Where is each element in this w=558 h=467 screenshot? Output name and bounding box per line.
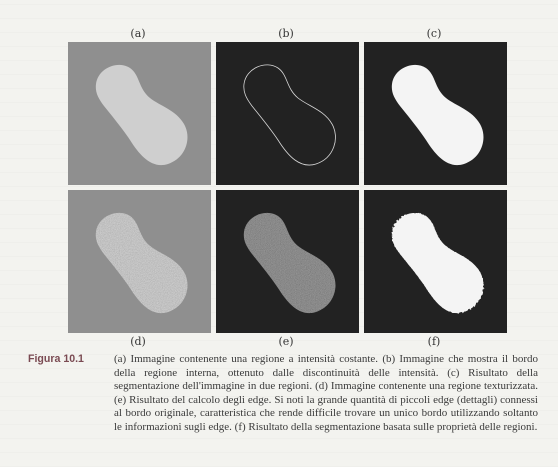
panel-a-image	[68, 42, 211, 185]
panel-label-b: (b)	[278, 27, 294, 40]
panel-label-f: (f)	[427, 335, 441, 348]
figure-caption: Figura 10.1 (a) Immagine contenente una …	[28, 353, 538, 435]
panel-label-a: (a)	[130, 27, 146, 40]
panel-e-image	[216, 190, 359, 333]
panel-d-image	[68, 190, 211, 333]
panel-label-e: (e)	[278, 335, 294, 348]
panel-f-image	[364, 190, 507, 333]
caption-label: Figura 10.1	[28, 353, 84, 365]
panel-label-c: (c)	[426, 27, 442, 40]
panel-label-d: (d)	[130, 335, 146, 348]
panel-b-image	[216, 42, 359, 185]
caption-text: (a) Immagine contenente una regione a in…	[114, 353, 538, 433]
panel-c-image	[364, 42, 507, 185]
